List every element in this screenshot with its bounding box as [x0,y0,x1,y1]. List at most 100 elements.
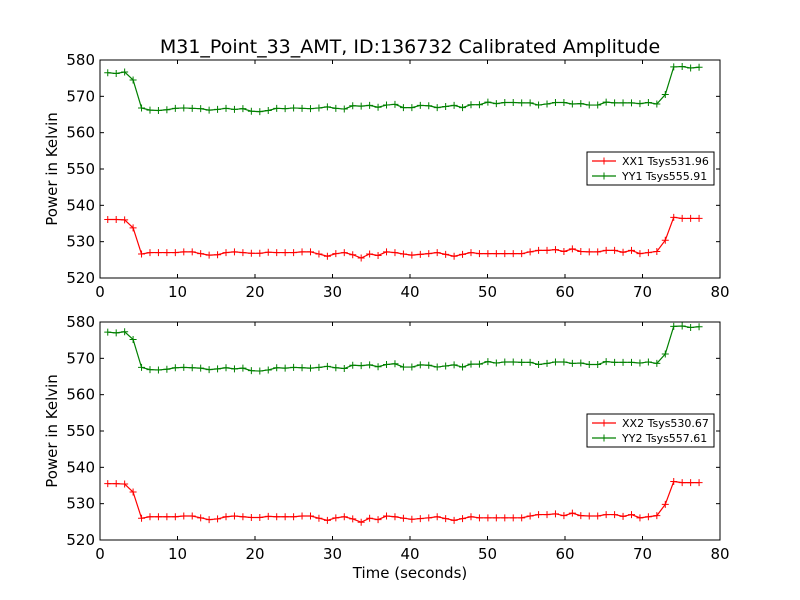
data-point [163,249,171,257]
data-point [129,335,137,343]
data-point [594,248,602,256]
x-tick-label: 30 [323,545,342,563]
data-point [535,361,543,369]
y-tick-label: 580 [66,313,95,331]
data-point [602,511,610,519]
data-point [104,69,112,77]
data-point [222,513,230,521]
data-point [112,329,120,337]
data-point [627,358,635,366]
data-point [374,516,382,524]
data-point [450,252,458,260]
y-tick-label: 580 [66,51,95,69]
data-point [535,246,543,254]
x-tick-label: 50 [478,283,497,301]
data-point [391,513,399,521]
data-point [366,361,374,369]
data-point [205,366,213,374]
data-point [551,246,559,254]
x-tick-label: 0 [95,545,105,563]
y-tick-label: 520 [66,269,95,287]
data-point [467,101,475,109]
data-point [408,104,416,112]
data-point [273,249,281,257]
data-point [171,513,179,521]
data-point [247,513,255,521]
x-tick-label: 70 [633,283,652,301]
data-point [188,364,196,372]
data-point [205,251,213,259]
data-point [332,104,340,112]
data-point [568,245,576,253]
data-point [408,251,416,259]
data-point [264,366,272,374]
data-point [366,250,374,258]
data-point [256,513,264,521]
data-point [543,246,551,254]
y-tick-label: 560 [66,386,95,404]
data-point [501,358,509,366]
data-point [509,514,517,522]
data-point [138,363,146,371]
data-point [619,99,627,107]
data-point [146,513,154,521]
data-point [518,99,526,107]
data-point [568,509,576,517]
data-point [112,69,120,77]
data-point [138,104,146,112]
data-point [535,101,543,109]
data-point [315,104,323,112]
data-point [560,247,568,255]
data-point [298,512,306,520]
data-point [670,478,678,486]
data-point [281,105,289,113]
x-tick-label: 20 [245,283,264,301]
data-point [644,99,652,107]
data-point [171,249,179,257]
data-point [661,91,669,99]
data-point [290,513,298,521]
top-axes: 0 10 20 30 40 50 60 70 80 520 530 540 550 560 570 580 Po… [43,51,730,301]
data-point [442,515,450,523]
data-point [644,249,652,257]
data-point [197,514,205,522]
data-point [197,364,205,372]
x-tick-label: 20 [245,545,264,563]
data-point [627,246,635,254]
data-point [332,364,340,372]
data-point [154,513,162,521]
data-point [180,512,188,520]
data-point [188,512,196,520]
axes-frame [99,59,721,279]
data-point [695,214,703,222]
x-tick-label: 10 [168,545,187,563]
data-point [467,360,475,368]
data-point [551,358,559,366]
x-tick-label: 50 [478,545,497,563]
data-point [602,98,610,106]
data-point [627,511,635,519]
data-point [180,104,188,112]
data-point [222,364,230,372]
data-point [653,512,661,520]
data-point [374,103,382,111]
data-point [602,358,610,366]
x-axis-label: Time (seconds) [352,564,468,582]
data-point [492,359,500,367]
data-point [425,514,433,522]
data-point [501,250,509,258]
data-point [222,249,230,257]
data-point [551,99,559,107]
data-point [695,323,703,331]
data-point [535,511,543,519]
data-point [475,101,483,109]
data-point [121,216,129,224]
data-point [509,358,517,366]
x-tick-label: 10 [168,283,187,301]
data-point [104,480,112,488]
data-point [239,105,247,113]
data-point [644,513,652,521]
y-tick-label: 540 [66,196,95,214]
data-point [467,249,475,257]
